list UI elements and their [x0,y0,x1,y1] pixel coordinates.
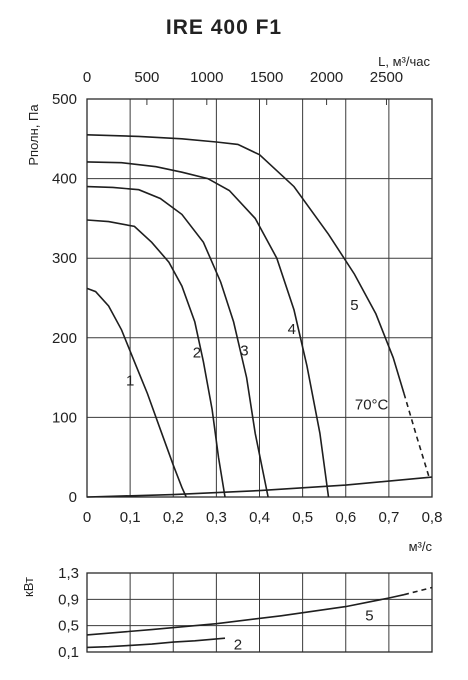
curve-label: 4 [288,321,296,338]
x-tick-label: 0,8 [422,509,443,526]
curve-label: 5 [350,297,358,314]
power-curve-label: 2 [234,636,242,653]
curve-1 [86,287,187,498]
power-plot-grid [86,572,433,653]
power-curve-5-extension [403,586,433,596]
y-axis-label: Pполн, Па [26,104,41,166]
power-plot-curve-labels: 52 [234,607,374,653]
power-y-tick-label: 0,1 [58,644,79,661]
x-tick-label: 0,6 [335,509,356,526]
power-axis-label: кВт [21,577,36,597]
y-tick-label: 500 [52,91,77,108]
main-plot-curve-labels: 1 2 3 4 5 70°C [126,297,389,414]
x-tick-label: 0,2 [163,509,184,526]
curve-3 [86,185,269,498]
curve-2 [86,219,226,498]
top-axis-tick-label: 2000 [310,69,343,86]
y-tick-label: 100 [52,409,77,426]
top-axis-label: L, м³/час [378,54,430,69]
main-plot-curves [86,134,433,498]
curve-label: 70°C [355,396,389,413]
power-curve-2 [86,637,226,649]
x-tick-label: 0,3 [206,509,227,526]
power-y-tick-label: 0,9 [58,591,79,608]
top-axis-tick-label: 1000 [190,69,223,86]
power-plot-curves [86,586,433,649]
power-y-tick-label: 1,3 [58,565,79,582]
y-tick-label: 400 [52,171,77,188]
main-plot-grid [86,98,433,498]
x-tick-label: 0,5 [292,509,313,526]
curve-4 [86,161,330,498]
system-resistance-curve [86,476,433,498]
x-axis-label: м³/с [409,539,433,554]
y-tick-label: 300 [52,250,77,267]
curve-5-temperature-limit [403,393,431,480]
main-plot-ticks: 0 0,1 0,2 0,3 0,4 0,5 0,6 0,7 0,8010020030040050… [52,69,442,526]
power-curve-5 [86,593,405,636]
curve-5 [86,134,405,394]
top-axis-tick-label: 0 [83,69,91,86]
x-tick-label: 0 [83,509,91,526]
power-y-tick-label: 0,5 [58,618,79,635]
curve-label: 2 [193,345,201,362]
top-axis-tick-label: 1500 [250,69,283,86]
main-plot-frame [86,98,433,498]
curve-label: 1 [126,373,134,390]
power-plot-ticks: 1,3 0,9 0,5 0,1 [58,565,79,661]
x-tick-label: 0,1 [120,509,141,526]
top-axis-tick-label: 500 [134,69,159,86]
x-tick-label: 0,4 [249,509,270,526]
power-plot-frame [86,572,433,653]
curve-label: 3 [240,342,248,359]
x-tick-label: 0,7 [378,509,399,526]
y-tick-label: 200 [52,330,77,347]
y-tick-label: 0 [69,489,77,506]
top-axis-tick-label: 2500 [370,69,403,86]
power-curve-label: 5 [365,607,373,624]
chart-title: IRE 400 F1 [166,16,282,39]
